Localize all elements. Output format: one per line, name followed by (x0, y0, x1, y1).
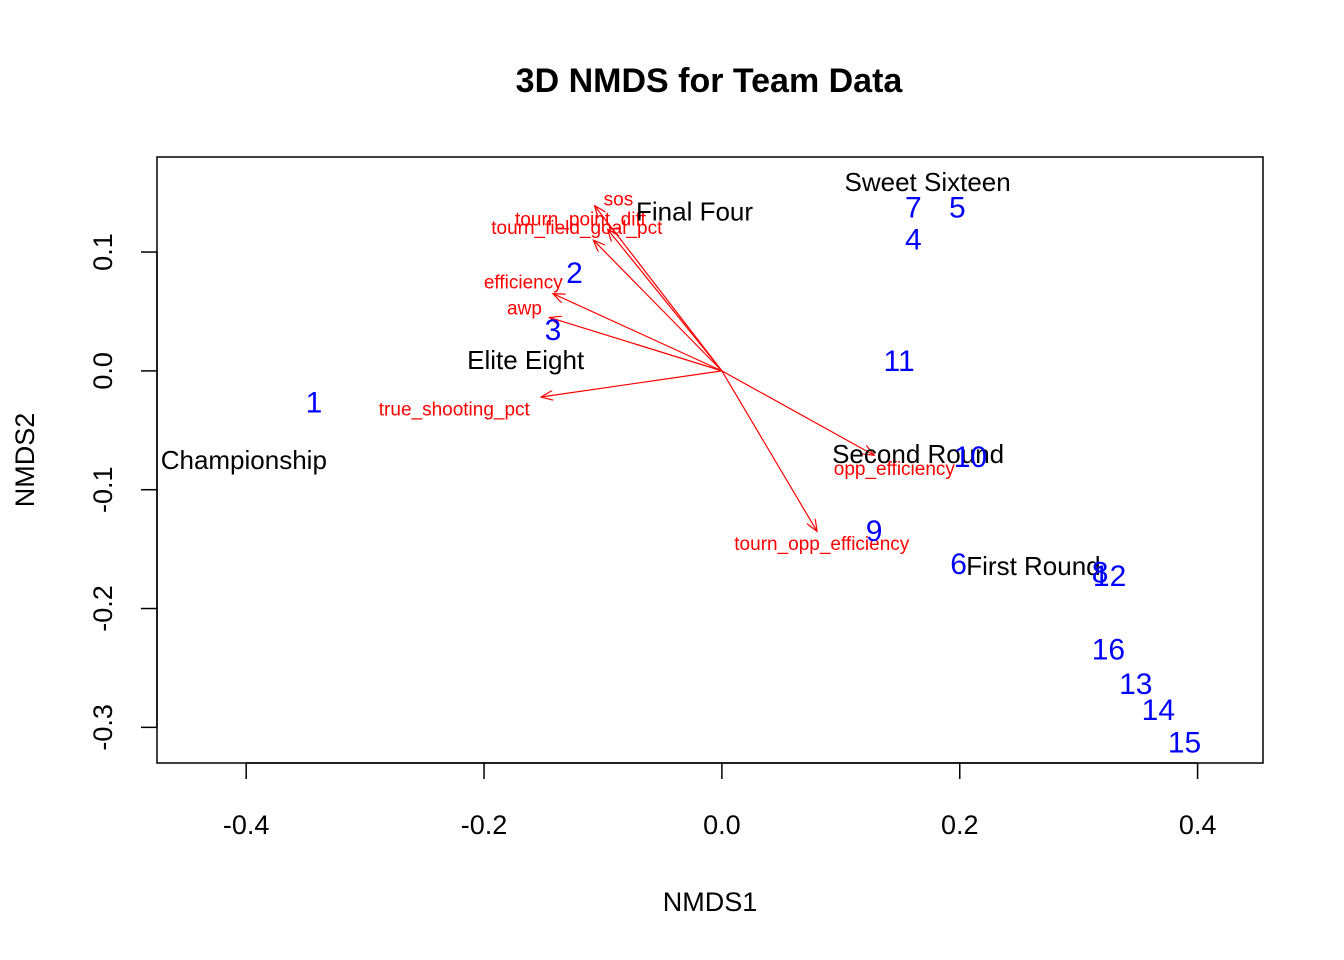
y-tick-label: -0.1 (88, 466, 118, 513)
vector-layer: sostourn_point_difftourn_field_goal_pcte… (379, 189, 956, 555)
site-point-label: 13 (1119, 668, 1152, 701)
site-point-label: 16 (1092, 634, 1125, 667)
x-tick-label: -0.2 (461, 810, 508, 840)
group-label: Championship (161, 445, 327, 475)
site-point-label: 15 (1168, 726, 1201, 759)
group-label: Second Round (832, 439, 1004, 469)
group-label: First Round (966, 551, 1100, 581)
site-point-label: 12 (1093, 560, 1126, 593)
y-tick-label: 0.0 (88, 352, 118, 390)
site-point-label: 9 (866, 515, 883, 548)
x-tick-label: 0.4 (1179, 810, 1217, 840)
chart-title: 3D NMDS for Team Data (516, 62, 904, 100)
x-tick-label: -0.4 (223, 810, 270, 840)
y-axis-label: NMDS2 (10, 413, 40, 508)
x-axis: -0.4 -0.2 0.0 0.2 0.4 (223, 762, 1217, 840)
site-point-label: 2 (566, 257, 583, 290)
y-tick-label: -0.2 (88, 585, 118, 632)
vector-label: sos (604, 189, 634, 210)
group-label: Elite Eight (467, 345, 585, 375)
x-tick-label: 0.2 (941, 810, 979, 840)
group-label: Sweet Sixteen (845, 167, 1011, 197)
site-point-label: 4 (905, 224, 922, 257)
site-point-label: 11 (884, 345, 915, 378)
vector-arrow (541, 370, 722, 397)
site-point-label: 6 (950, 548, 967, 581)
vector-arrow (593, 240, 723, 372)
site-point-label: 3 (545, 314, 562, 347)
vector-arrow (549, 317, 723, 372)
y-tick-label: 0.1 (88, 233, 118, 271)
site-point-label: 5 (949, 192, 966, 225)
y-tick-label: -0.3 (88, 704, 118, 751)
group-label-layer: Sweet Sixteen Final Four Elite Eight Champi… (161, 167, 1101, 581)
vector-arrow (721, 370, 874, 455)
vector-arrow (721, 370, 817, 531)
x-tick-label: 0.0 (703, 810, 741, 840)
vector-arrow (553, 294, 723, 372)
x-axis-label: NMDS1 (663, 887, 758, 917)
y-axis: -0.3 -0.2 -0.1 0.0 0.1 (88, 233, 158, 751)
site-point-label: 10 (954, 441, 987, 474)
vector-label: true_shooting_pct (379, 400, 531, 421)
site-point-label: 8 (1092, 556, 1109, 589)
group-label: Final Four (636, 197, 753, 227)
vector-label: opp_efficiency (834, 459, 956, 480)
vector-label: tourn_field_goal_pct (491, 218, 663, 239)
site-point-label: 7 (905, 192, 922, 225)
vector-label: efficiency (484, 272, 563, 293)
vector-arrow (608, 229, 723, 372)
site-point-label: 1 (306, 386, 323, 419)
vector-label: awp (507, 299, 542, 320)
site-point-label: 14 (1142, 694, 1175, 727)
vector-label: tourn_point_diff (515, 209, 646, 230)
vector-label: tourn_opp_efficiency (734, 534, 909, 555)
